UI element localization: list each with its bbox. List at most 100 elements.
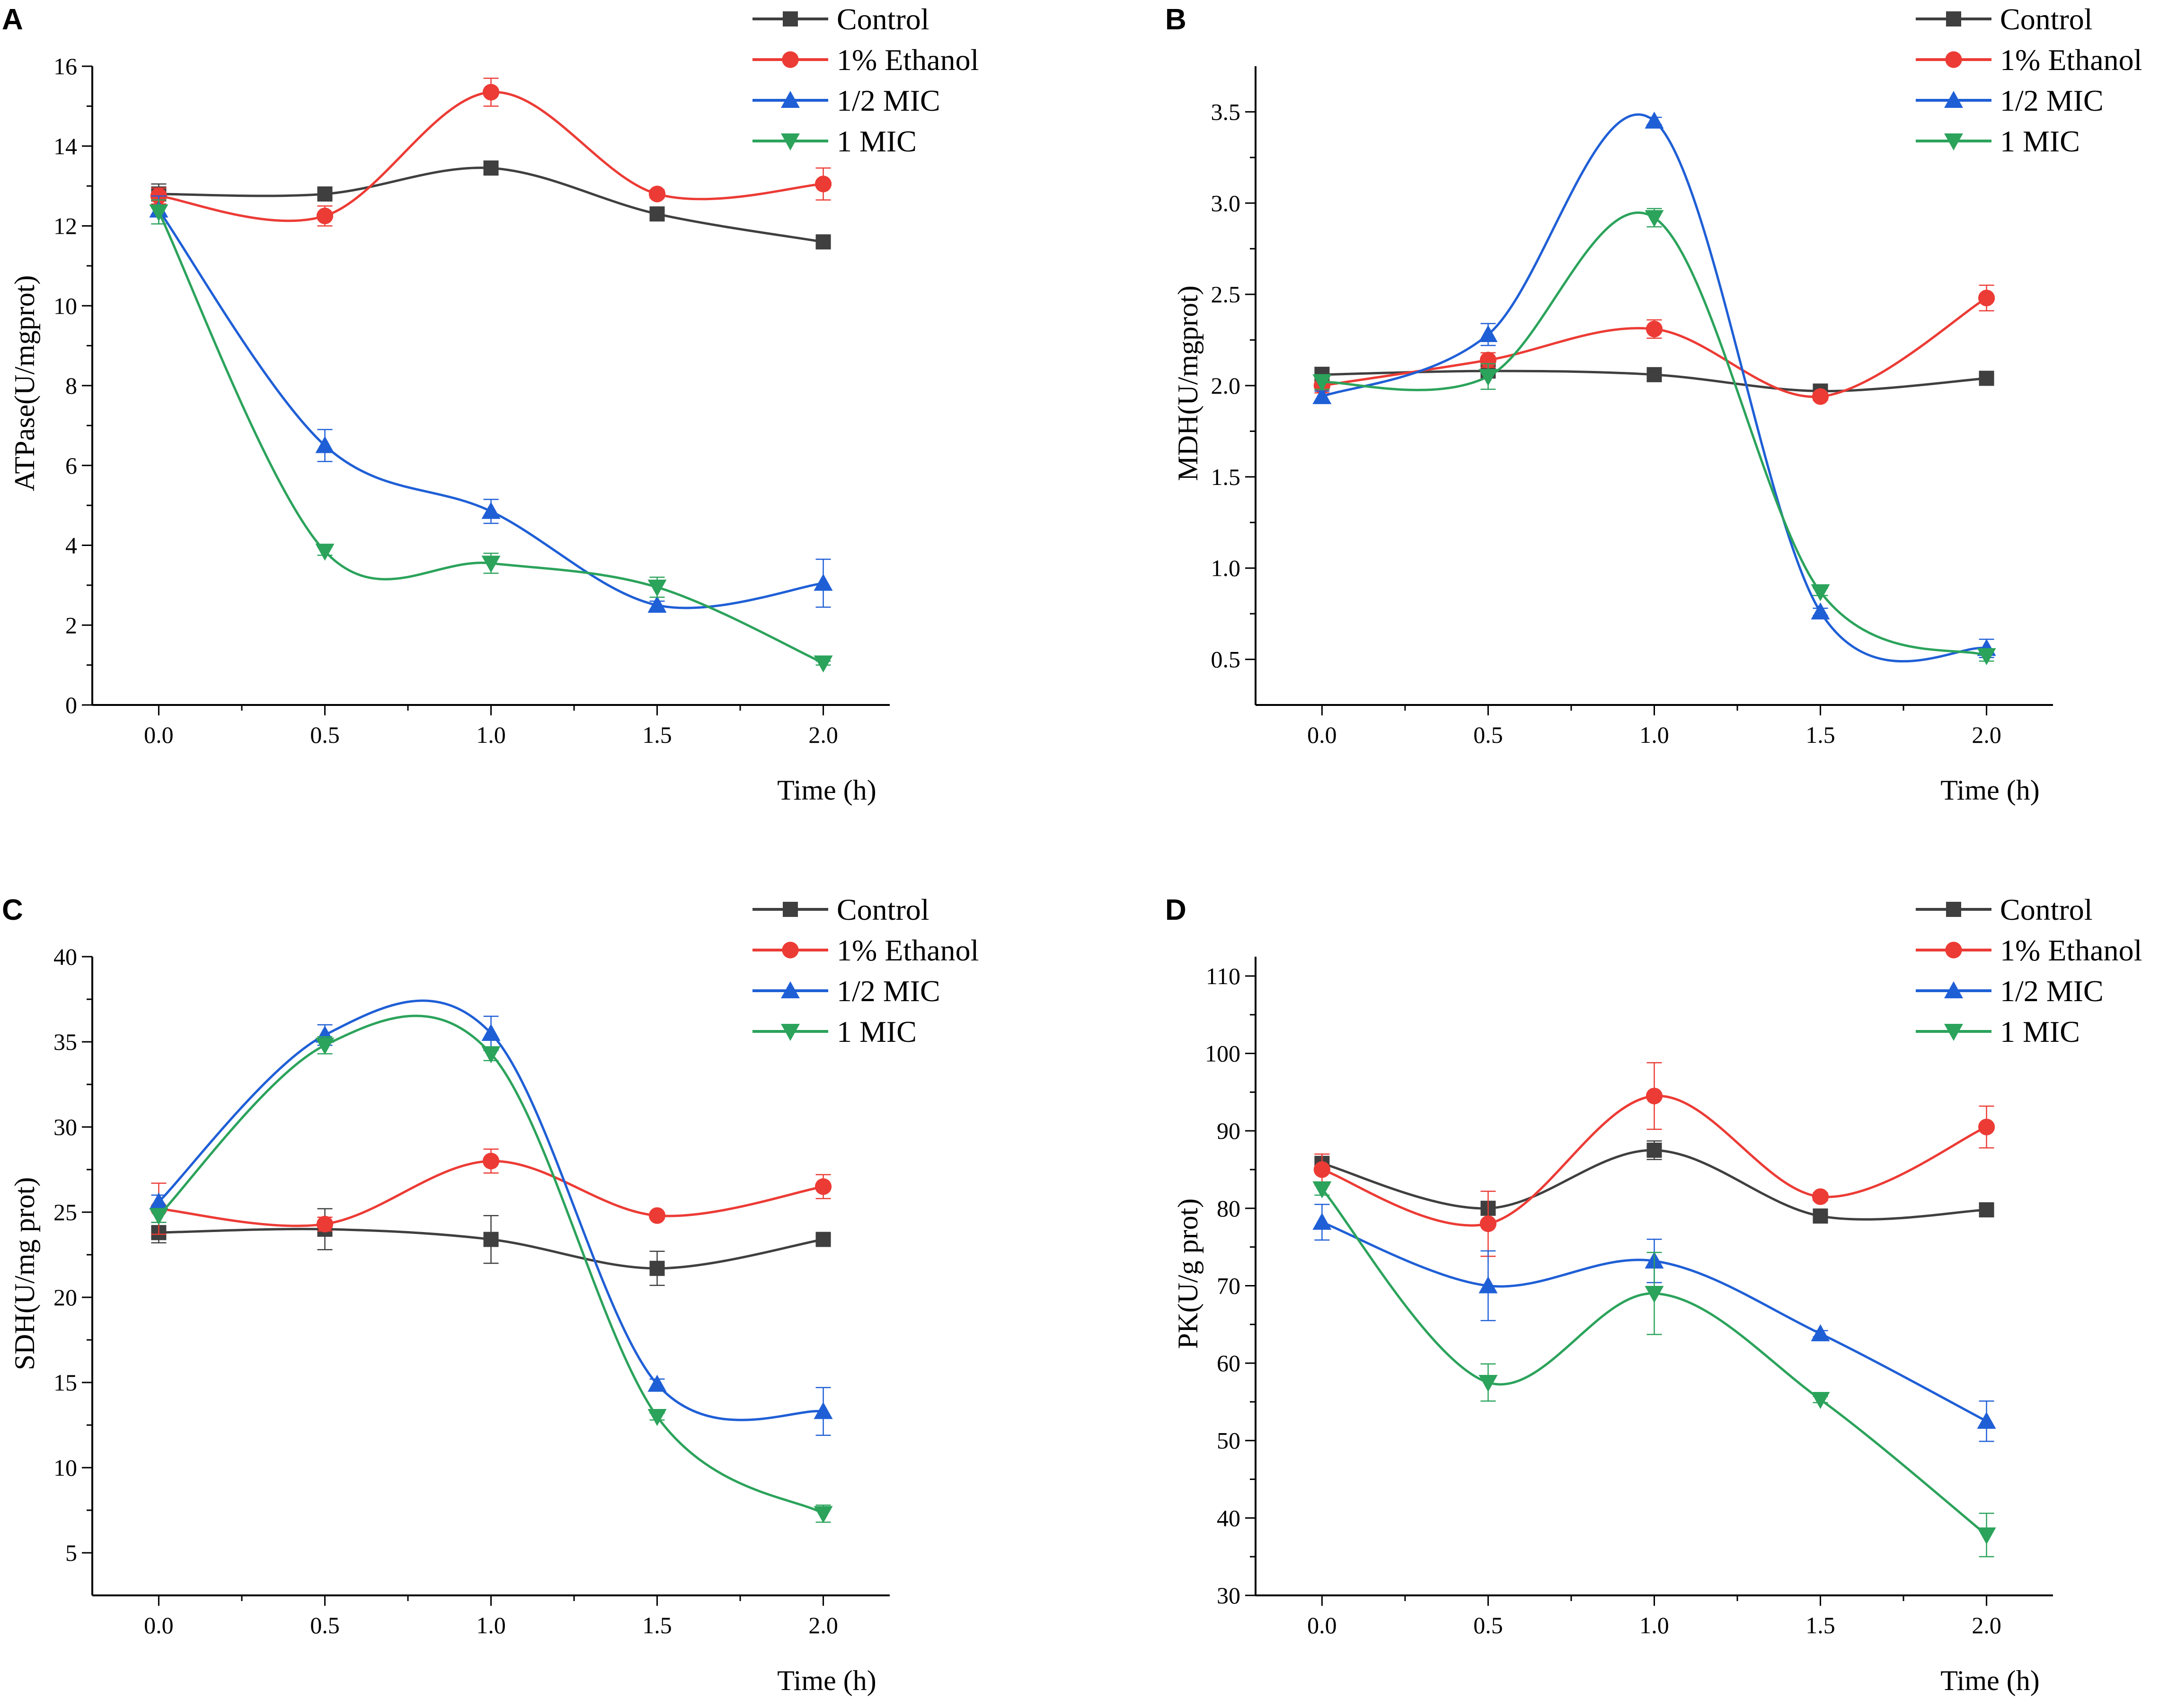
data-point [316,207,334,225]
y-tick-label: 0 [65,692,77,718]
y-tick-label: 40 [1217,1505,1240,1531]
y-tick-label: 100 [1205,1040,1240,1067]
series-1-mic [1312,1181,1996,1558]
x-tick-label: 1.0 [476,1612,506,1638]
data-point [1979,370,1994,386]
data-point [149,1192,168,1210]
y-tick-label: 12 [53,213,77,239]
plot-area: 0.5 1.0 1.5 2.0 2.5 3.0 3.5 0.0 0.5 1.0 1.5 2.0 [1211,66,2053,748]
data-point [647,596,667,613]
y-tick-label: 8 [65,372,77,399]
series-1-2-mic [149,195,833,613]
data-point [1978,1118,1995,1136]
x-tick-label: 1.0 [1639,1612,1669,1638]
data-point [1811,1392,1830,1409]
series-line [1322,211,1987,657]
data-point [814,1178,832,1195]
legend-marker [781,91,800,108]
x-tick-label: 2.0 [1972,722,2001,748]
data-point [1812,388,1829,405]
panel-a: A Time (h) ATPase(U/mgprot) 0 2 4 6 8 10 12 14 1… [2,2,979,806]
y-tick-label: 2.0 [1211,372,1241,399]
x-tick-label: 1.5 [642,1612,672,1638]
panel-b: B Time (h) MDH(U/mgprot) 0.5 1.0 1.5 2.0 2.5… [1165,2,2142,806]
legend-marker [783,11,798,26]
legend-marker [782,942,799,959]
y-axis-title: SDH(U/mg prot) [9,1177,40,1370]
x-tick-label: 2.0 [1972,1612,2001,1638]
x-tick-label: 0.5 [1473,722,1503,748]
plot-area: 5 10 15 20 25 30 35 40 0.0 0.5 1.0 1.5 2.0 [53,943,890,1638]
x-tick-label: 0.0 [144,722,174,748]
legend-marker [1945,51,1962,68]
series-1-mic [1312,208,1996,665]
x-tick-label: 0.0 [1307,1612,1337,1638]
data-point [647,580,667,597]
data-point [1977,648,1996,665]
legend-marker [1944,91,1963,108]
legend-marker [781,1024,800,1041]
y-tick-label: 16 [53,53,77,79]
panel-c: C Time (h) SDH(U/mg prot) 5 10 15 20 25 30 35 4… [2,893,979,1696]
data-point [1811,1324,1830,1341]
data-point [482,1153,500,1170]
legend-label: 1/2 MIC [2000,84,2104,117]
data-point [815,234,831,250]
series-1-mic [149,1014,833,1523]
data-point [1979,1202,1994,1218]
series-line [1321,1188,1988,1536]
data-point [1646,320,1663,338]
y-axis-title: PK(U/g prot) [1172,1198,1203,1349]
legend-label: 1% Ethanol [2000,43,2142,77]
legend-label: 1% Ethanol [837,933,979,967]
data-point [814,176,832,193]
data-point [1478,325,1498,342]
series-line [1321,1149,1987,1221]
data-point [1813,1208,1828,1224]
y-tick-label: 3.0 [1211,190,1241,216]
data-point [1478,1375,1498,1392]
data-point [481,555,501,573]
y-axis-title: ATPase(U/mgprot) [9,275,40,492]
data-point [316,1215,334,1233]
data-point [647,1374,667,1392]
data-point [1978,290,1995,307]
legend-marker [1944,133,1963,150]
y-tick-label: 80 [1217,1195,1240,1222]
data-point [648,1207,666,1224]
panel-label: C [2,894,23,926]
y-tick-label: 30 [1217,1582,1240,1609]
panel-label: A [2,3,23,36]
legend: Control 1% Ethanol 1/2 MIC 1 MIC [752,893,979,1048]
data-point [648,185,666,202]
x-tick-label: 1.0 [476,722,506,748]
y-tick-label: 5 [65,1540,77,1566]
data-point [814,573,833,591]
x-tick-label: 1.0 [1639,722,1669,748]
data-point [814,1506,833,1523]
y-axis-title: MDH(U/mgprot) [1172,285,1203,481]
x-axis-title: Time (h) [777,775,876,806]
data-point [815,1232,831,1247]
legend-label: Control [2000,893,2093,926]
data-point [481,1024,501,1041]
y-tick-label: 10 [53,292,77,319]
data-point [1312,1181,1332,1198]
data-point [647,1409,667,1426]
data-point [1478,369,1498,386]
legend-label: 1 MIC [2000,1015,2080,1048]
x-axis-title: Time (h) [1940,775,2039,806]
y-tick-label: 30 [53,1114,77,1140]
data-point [1811,602,1830,620]
data-point [482,84,500,101]
data-point [1646,1087,1663,1105]
data-point [1312,1213,1332,1230]
legend-label: 1 MIC [837,124,917,158]
y-tick-label: 110 [1206,963,1240,989]
series-control [1314,363,1994,399]
series-line [158,209,823,609]
legend-label: 1% Ethanol [2000,933,2142,967]
legend-marker [1945,942,1962,959]
data-point [1812,1188,1829,1205]
